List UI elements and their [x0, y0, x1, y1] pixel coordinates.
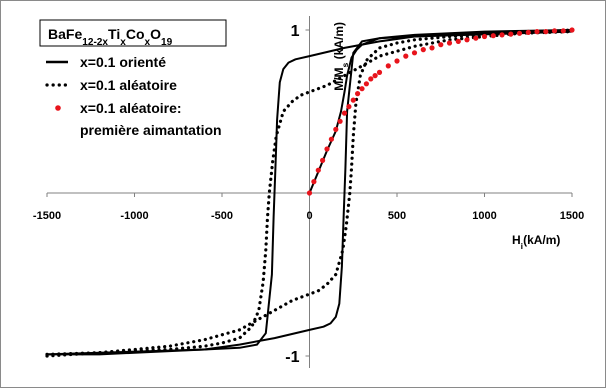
labels: -1500 -1000 -500 0 500 1000 15001-1Hi(kA/m)M/M… [33, 22, 584, 366]
first-magnetization-point-31 [508, 31, 514, 37]
legend-title-box [39, 19, 227, 47]
first-magnetization-point-3 [320, 157, 326, 163]
x-tick-label-4: 500 [388, 210, 406, 222]
first-magnetization-point-32 [516, 30, 523, 36]
legend-random-label: x=0.1 aléatoire [80, 77, 177, 93]
chart-title-part-1: 12-2x [82, 37, 108, 48]
first-magnetization-point-38 [569, 27, 575, 33]
y-axis-title-part-2: (kA/m) [332, 22, 346, 63]
first-magnetization-point-22 [429, 45, 435, 51]
x-axis-title-part-1: i [521, 241, 523, 251]
first-magnetization-point-14 [368, 76, 374, 82]
first-magnetization-point-26 [464, 37, 470, 43]
first-magnetization-point-24 [446, 40, 453, 46]
chart-title: BaFe12-2xTixCoxO19 [48, 26, 173, 48]
x-axis-title: Hi(kA/m) [512, 233, 560, 251]
chart-title-part-4: Co [126, 26, 145, 42]
first-magnetization-point-33 [525, 29, 531, 35]
legend-first-magnetization-label-line-2: première aimantation [80, 122, 222, 138]
legend-first-magnetization-swatch [55, 105, 61, 111]
random-lower-branch-line [45, 30, 574, 358]
first-magnetization-point-15 [372, 73, 378, 79]
first-magnetization-point-36 [551, 28, 558, 34]
first-magnetization-point-35 [543, 29, 549, 35]
y-axis-title-part-1: s [340, 62, 350, 67]
first-magnetization-point-11 [355, 91, 361, 97]
first-magnetization-point-1 [311, 179, 317, 185]
first-magnetization-point-2 [315, 167, 321, 173]
chart-title-part-2: Ti [108, 26, 120, 42]
first-magnetization-point-16 [376, 69, 383, 75]
x-tick-label-2: -500 [211, 210, 233, 222]
first-magnetization-point-29 [490, 33, 496, 39]
y-axis-title: M/Ms (kA/m) [332, 22, 350, 91]
x-tick-label-5: 1000 [472, 210, 496, 222]
first-magnetization-point-21 [420, 47, 426, 53]
first-magnetization-point-20 [411, 50, 418, 56]
chart-title-part-6: O [150, 26, 161, 42]
first-magnetization-point-10 [350, 97, 356, 103]
first-magnetization-point-8 [341, 110, 348, 116]
random-upper-branch-line [45, 28, 574, 356]
first-magnetization-point-13 [363, 81, 369, 87]
series-layer [45, 27, 575, 358]
first-magnetization-point-4 [324, 146, 330, 152]
first-magnetization-point-17 [385, 63, 391, 69]
legend-oriented-label: x=0.1 orienté [80, 54, 166, 70]
x-tick-label-1: -1000 [120, 210, 148, 222]
first-magnetization-point-37 [560, 28, 566, 34]
first-magnetization-point-19 [403, 53, 409, 59]
x-axis-title-part-0: H [512, 233, 521, 247]
first-magnetization-point-6 [333, 126, 339, 132]
y-axis-title-part-0: M/M [332, 67, 346, 90]
y-tick-label-1: -1 [285, 349, 299, 366]
x-tick-label-6: 1500 [560, 210, 584, 222]
chart-title-part-5: x [145, 37, 151, 48]
first-magnetization-point-18 [394, 58, 400, 64]
first-magnetization-point-30 [499, 32, 505, 38]
chart-title-part-7: 19 [161, 37, 173, 48]
y-tick-label-0: 1 [291, 23, 300, 40]
first-magnetization-point-5 [328, 136, 334, 142]
first-magnetization-point-28 [481, 33, 488, 40]
legend-first-magnetization-label-line-1: x=0.1 aléatoire: [80, 100, 182, 116]
oriented-initial-curve-line [308, 29, 573, 194]
x-tick-label-0: -1500 [33, 210, 61, 222]
chart-title-part-3: x [120, 37, 126, 48]
first-magnetization-point-25 [455, 38, 461, 45]
first-magnetization-point-12 [359, 86, 365, 92]
first-magnetization-point-7 [337, 118, 343, 124]
chart-title-part-0: BaFe [48, 26, 82, 42]
x-tick-label-3: 0 [306, 210, 312, 222]
first-magnetization-point-23 [438, 42, 444, 48]
first-magnetization-point-27 [473, 35, 479, 41]
first-magnetization-point-0 [306, 190, 313, 196]
x-axis-title-part-2: (kA/m) [523, 233, 560, 247]
first-magnetization-point-9 [346, 104, 352, 110]
first-magnetization-point-34 [534, 29, 540, 35]
